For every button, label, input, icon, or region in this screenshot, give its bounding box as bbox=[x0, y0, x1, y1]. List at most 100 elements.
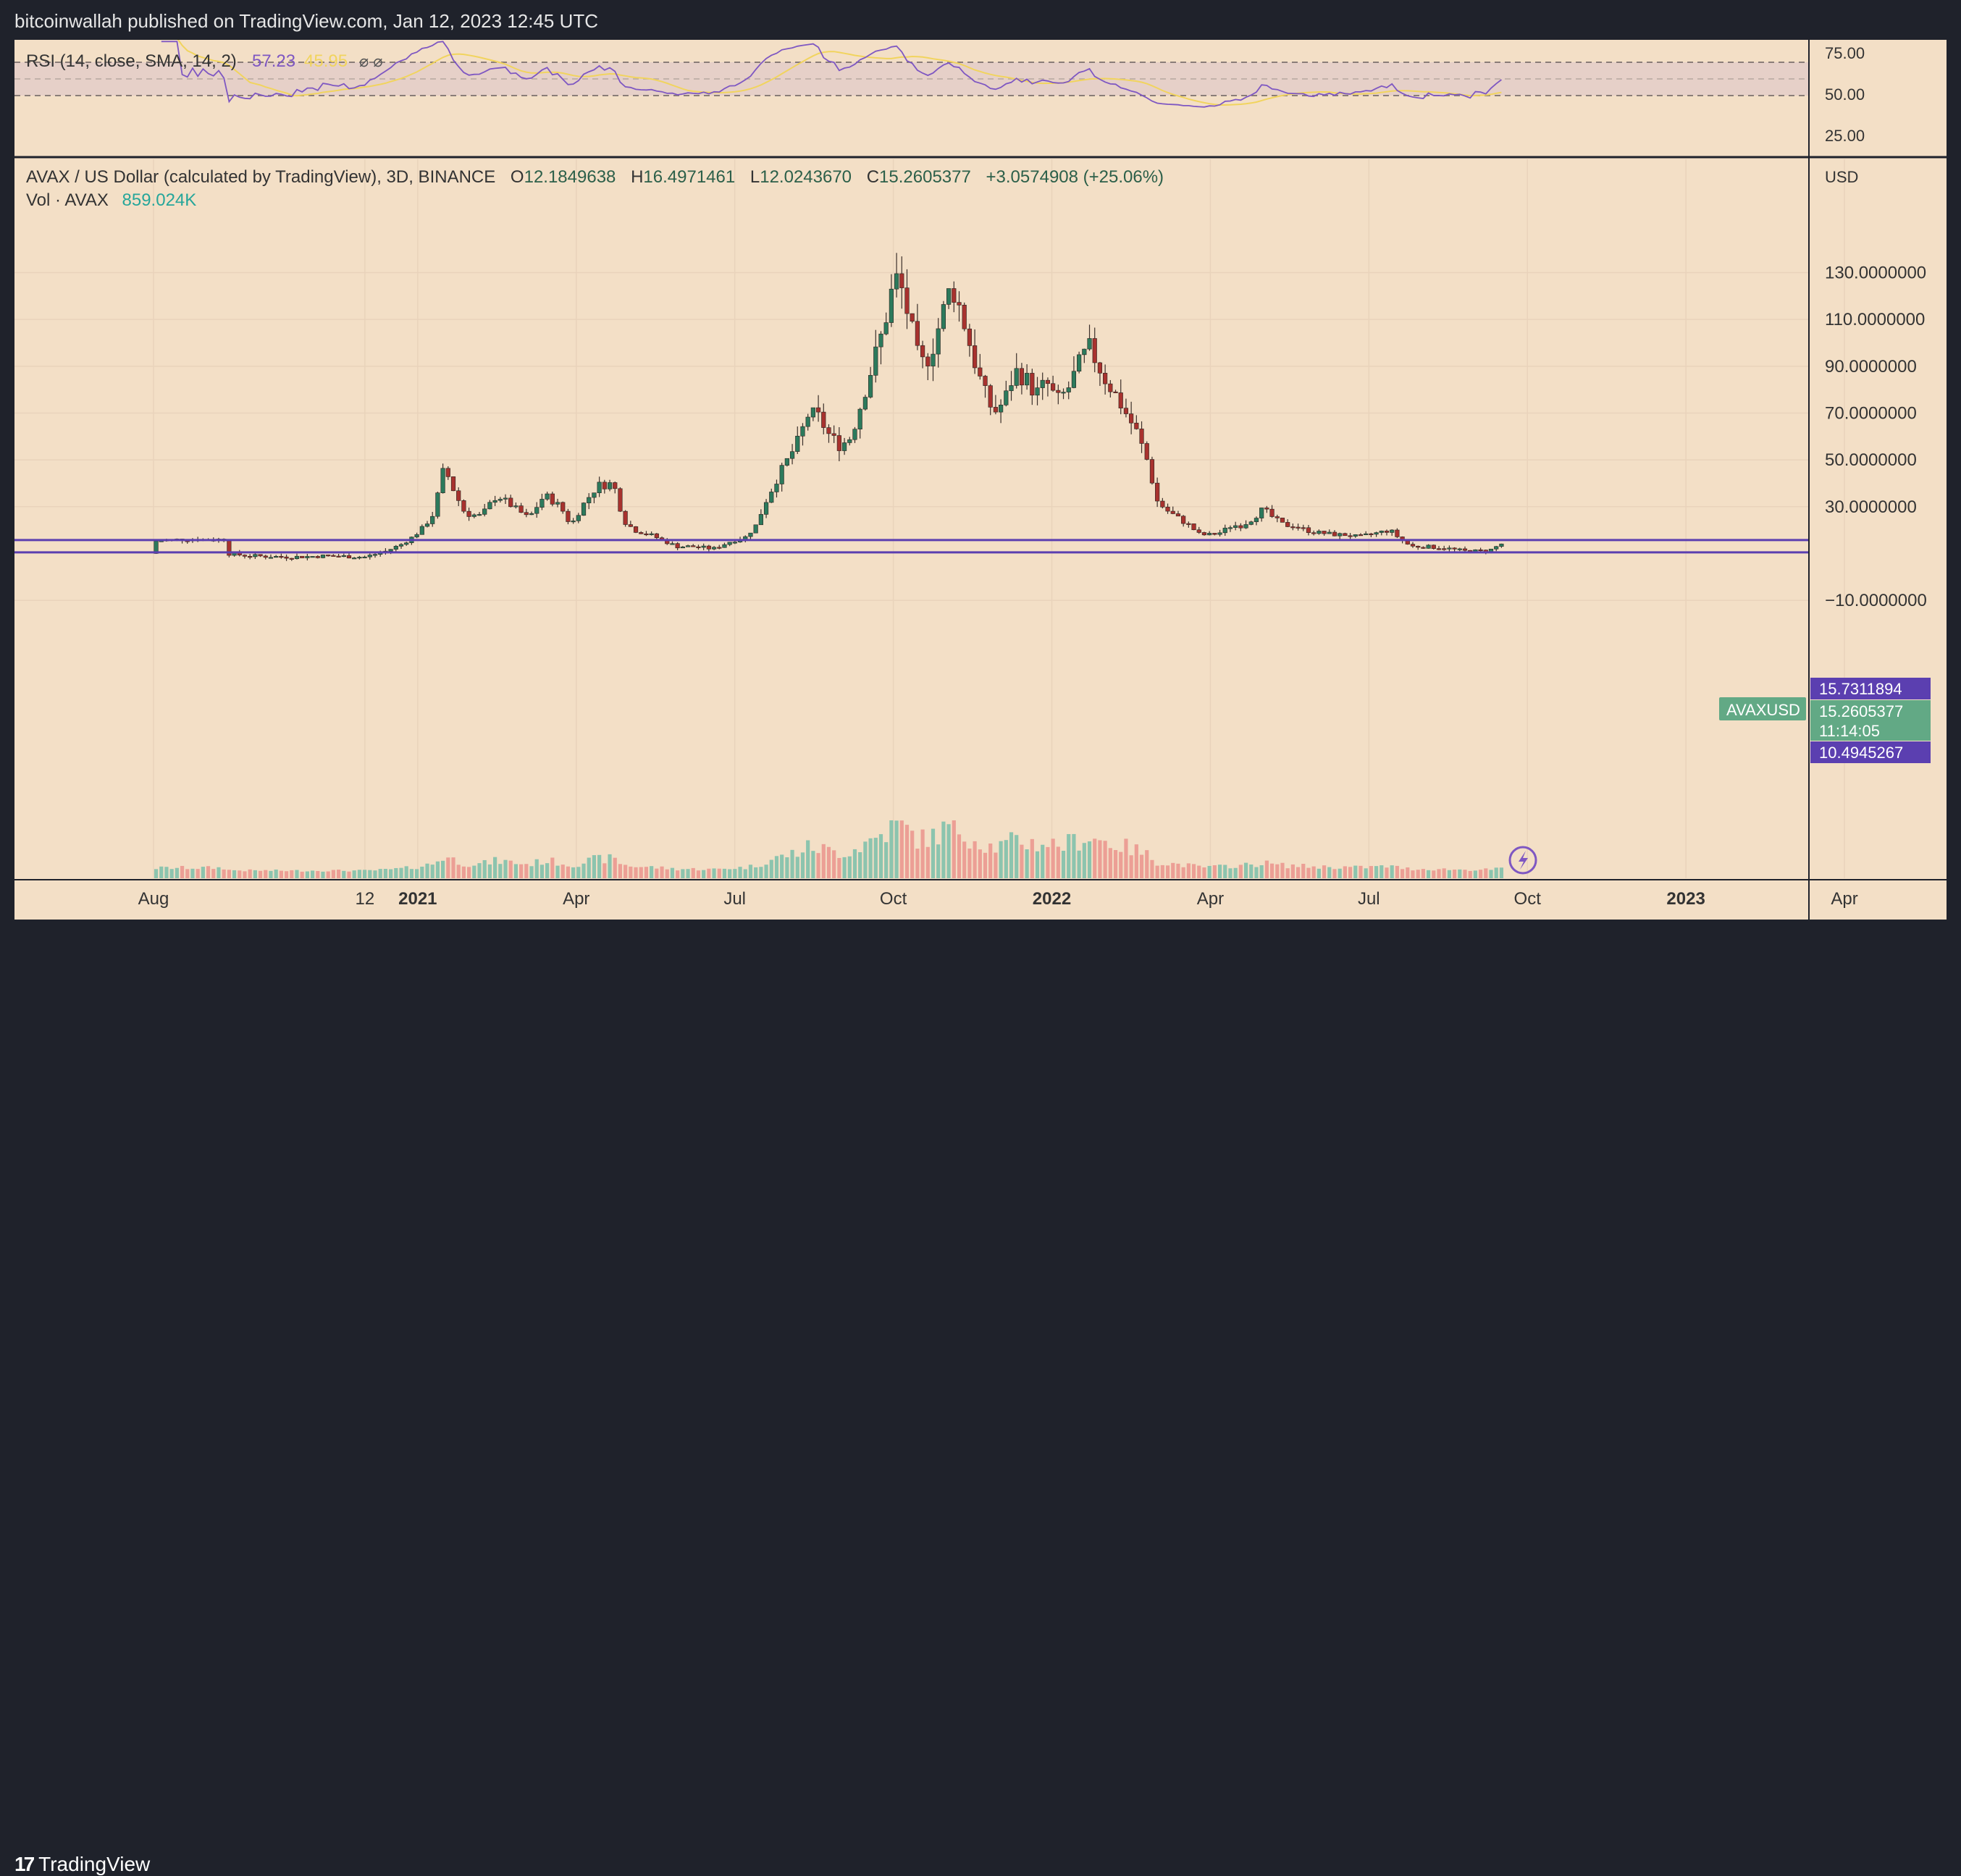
volume-bar bbox=[847, 856, 852, 878]
candle-body bbox=[920, 345, 925, 358]
candle-body bbox=[1092, 338, 1097, 363]
volume-bar bbox=[1285, 868, 1290, 878]
candle-body bbox=[1212, 533, 1217, 535]
price-tick-label: 50.0000000 bbox=[1825, 450, 1917, 470]
volume-bar bbox=[404, 866, 408, 878]
volume-bar bbox=[759, 867, 763, 878]
candle-body bbox=[925, 356, 931, 366]
volume-bar bbox=[169, 869, 174, 878]
volume-bar bbox=[321, 871, 325, 878]
candle-body bbox=[461, 500, 466, 512]
price-axis[interactable]: USD 130.0000000 110.0000000 90.0000000 70.0… bbox=[1825, 168, 1927, 610]
candle-body bbox=[1165, 506, 1170, 512]
candle-body bbox=[1317, 531, 1322, 534]
volume-bar bbox=[1197, 865, 1201, 878]
candle-body bbox=[847, 439, 852, 443]
volume-bar bbox=[821, 844, 826, 878]
candle-body bbox=[1207, 533, 1212, 536]
candle-body bbox=[748, 532, 753, 537]
candle-body bbox=[1222, 527, 1227, 534]
volume-bar bbox=[1093, 838, 1097, 878]
volume-bar bbox=[650, 866, 654, 878]
candle-body bbox=[305, 556, 310, 558]
candle-body bbox=[362, 556, 367, 558]
candle-body bbox=[352, 558, 357, 560]
time-axis[interactable]: Aug122021AprJulOct2022AprJulOct2023AprJu… bbox=[138, 889, 1947, 909]
tradingview-logo[interactable]: 17 TradingView bbox=[14, 1853, 150, 1876]
candle-body bbox=[571, 521, 576, 523]
candle-body bbox=[899, 273, 904, 288]
volume-bar bbox=[873, 838, 878, 878]
ohlc-open-key: O bbox=[511, 167, 524, 187]
volume-bar bbox=[941, 821, 946, 878]
volume-bar bbox=[1035, 851, 1040, 878]
price-chart[interactable]: RSI (14, close, SMA, 14, 2) 57.23 45.95 … bbox=[14, 40, 1947, 920]
volume-bar bbox=[1181, 867, 1185, 878]
volume-bar bbox=[190, 868, 195, 878]
volume-bar bbox=[1463, 870, 1467, 878]
candle-body bbox=[1217, 532, 1222, 535]
volume-bar bbox=[503, 859, 508, 878]
candle-body bbox=[1019, 368, 1025, 386]
volume-bar bbox=[1275, 864, 1280, 878]
price-tick-label: −10.0000000 bbox=[1825, 591, 1927, 610]
candles bbox=[154, 253, 1504, 561]
candle-body bbox=[988, 385, 993, 408]
volume-bar bbox=[1030, 838, 1034, 878]
volume-bar bbox=[482, 859, 487, 878]
volume-bar bbox=[863, 841, 868, 878]
time-tick-label: Aug bbox=[138, 889, 169, 909]
candle-body bbox=[758, 514, 763, 526]
candle-body bbox=[1014, 368, 1019, 386]
volume-bar bbox=[1301, 864, 1306, 878]
rsi-pane: RSI (14, close, SMA, 14, 2) 57.23 45.95 … bbox=[14, 40, 1865, 145]
volume-bars bbox=[154, 820, 1504, 878]
publish-info: bitcoinwallah published on TradingView.c… bbox=[14, 10, 599, 32]
volume-bar bbox=[702, 870, 706, 878]
candle-body bbox=[1077, 354, 1082, 372]
volume-bar bbox=[555, 865, 560, 878]
volume-bar bbox=[1217, 865, 1222, 878]
volume-bar bbox=[560, 865, 565, 878]
candle-body bbox=[1452, 547, 1457, 550]
candle-body bbox=[555, 502, 560, 505]
candle-body bbox=[398, 544, 404, 547]
volume-bar bbox=[1374, 866, 1379, 878]
candle-body bbox=[1426, 544, 1431, 549]
candle-body bbox=[331, 555, 336, 557]
candle-body bbox=[1384, 530, 1390, 533]
ohlc-low-key: L bbox=[750, 167, 760, 187]
volume-bar bbox=[456, 865, 461, 878]
candle-body bbox=[1123, 408, 1129, 414]
price-tick-label: 90.0000000 bbox=[1825, 357, 1917, 377]
candle-body bbox=[1201, 532, 1207, 536]
volume-bar bbox=[1186, 863, 1191, 878]
volume-bar bbox=[550, 857, 555, 878]
svg-text:Vol · AVAX 859.024K: Vol · AVAX 859.024K bbox=[26, 190, 196, 210]
volume-bar bbox=[1489, 870, 1493, 878]
volume-label: Vol · AVAX bbox=[26, 190, 109, 210]
volume-bar bbox=[962, 841, 967, 878]
volume-bar bbox=[973, 841, 977, 878]
candle-body bbox=[868, 375, 873, 398]
candle-body bbox=[815, 407, 821, 413]
volume-bar bbox=[696, 870, 701, 878]
volume-bar bbox=[1139, 854, 1144, 878]
volume-bar bbox=[1160, 865, 1164, 878]
candle-body bbox=[1348, 535, 1353, 537]
volume-bar bbox=[1119, 851, 1123, 878]
volume-bar bbox=[889, 820, 894, 878]
volume-bar bbox=[1411, 870, 1415, 878]
volume-bar bbox=[310, 870, 315, 878]
volume-bar bbox=[681, 869, 685, 878]
candle-body bbox=[1056, 390, 1061, 393]
candle-body bbox=[894, 273, 899, 290]
time-tick-label: Apr bbox=[1831, 889, 1857, 909]
volume-bar bbox=[1494, 867, 1498, 878]
spark-icon[interactable] bbox=[1508, 846, 1537, 875]
candle-body bbox=[706, 545, 711, 550]
volume-bar bbox=[957, 834, 962, 878]
volume-bar bbox=[1406, 867, 1410, 878]
candle-body bbox=[445, 468, 450, 477]
volume-bar bbox=[451, 857, 455, 878]
